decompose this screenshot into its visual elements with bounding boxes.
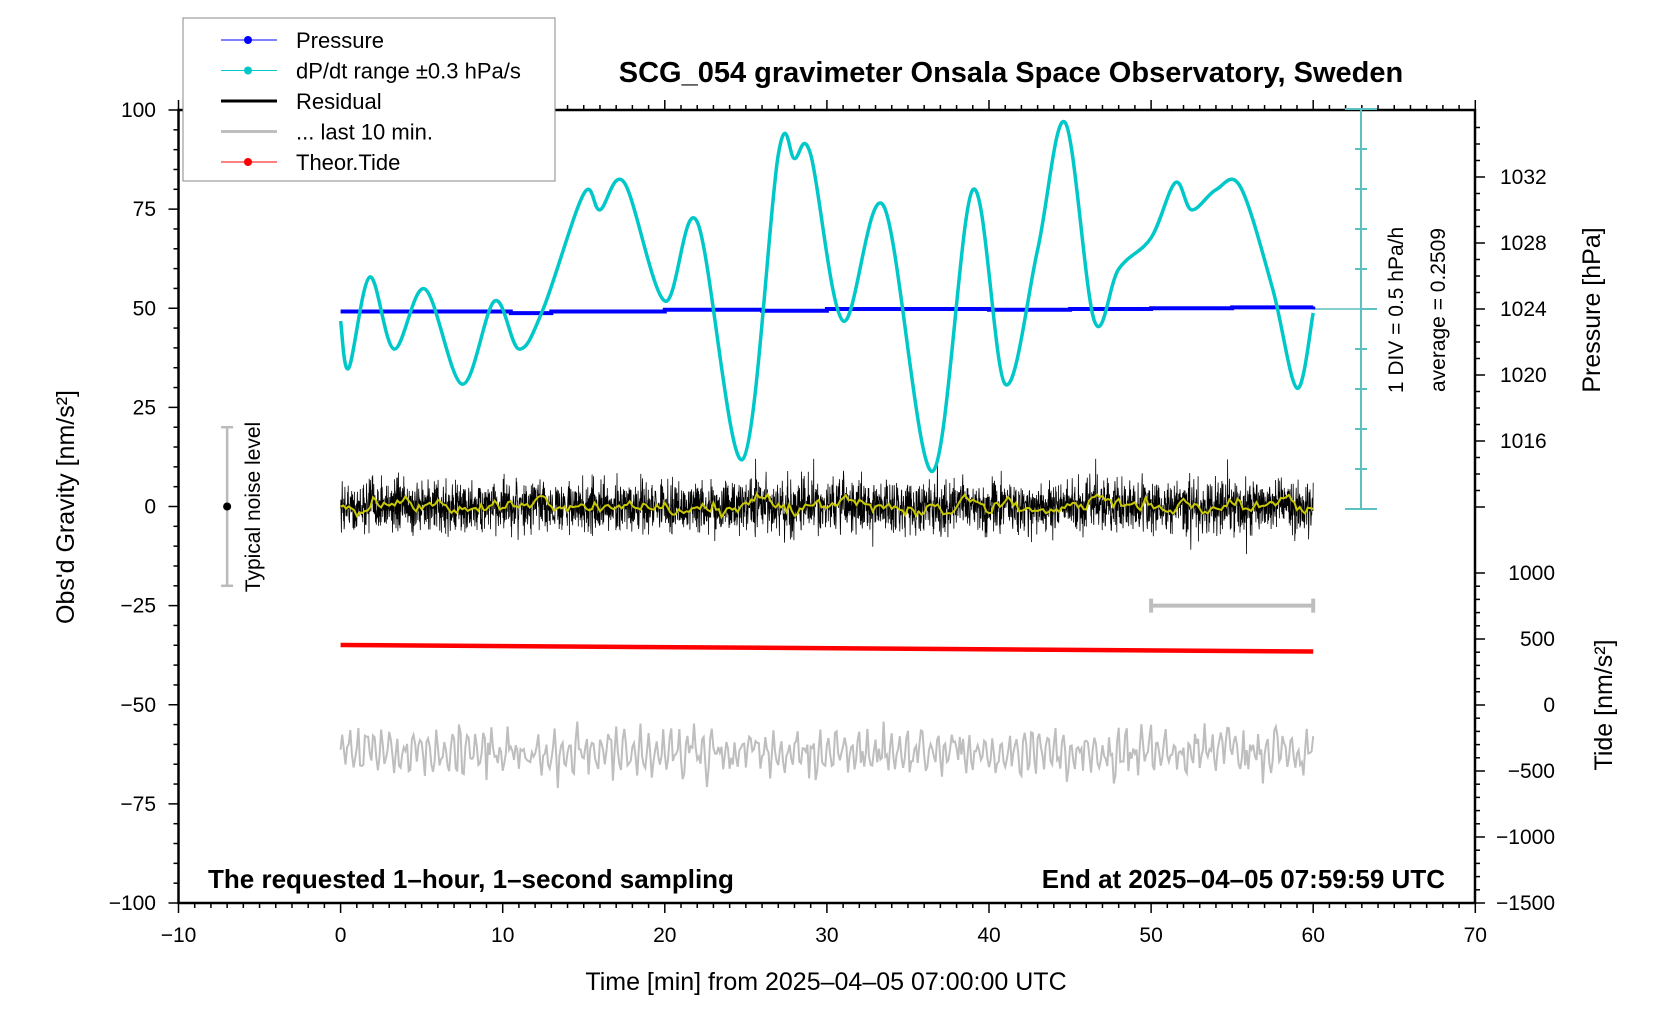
y-tick-label: 50 xyxy=(133,297,156,320)
legend: Pressure dP/dt range ±0.3 hPa/s Residual..… xyxy=(182,17,556,182)
y-tick-label: 100 xyxy=(121,99,156,122)
y-tick-label: −25 xyxy=(120,595,156,618)
pressure-tick-label: 1020 xyxy=(1500,364,1547,387)
div-scale-label: 1 DIV = 0.5 hPa/h xyxy=(1385,227,1408,393)
x-axis-label: Time [min] from 2025–04–05 07:00:00 UTC xyxy=(585,968,1066,996)
pressure-tick-label: 1016 xyxy=(1500,430,1547,453)
x-tick-label: 20 xyxy=(653,924,676,947)
x-tick-label: 50 xyxy=(1139,924,1162,947)
tide-tick-label: 500 xyxy=(1520,628,1555,651)
pressure-tick-label: 1028 xyxy=(1500,232,1547,255)
legend-label: dP/dt range ±0.3 hPa/s xyxy=(296,59,521,84)
pressure-line xyxy=(340,305,1316,316)
tide-tick-label: −1000 xyxy=(1496,826,1555,849)
end-time-note: End at 2025–04–05 07:59:59 UTC xyxy=(1042,864,1445,894)
legend-item: Residual xyxy=(221,89,382,114)
tide-tick-label: −500 xyxy=(1508,760,1555,783)
axis-ticks: −10 0 10 20 30 40 50 60 701007550250−25−50−75−10… xyxy=(109,99,1555,947)
y-tick-label: −100 xyxy=(109,892,156,915)
tide-line xyxy=(340,642,1314,654)
legend-marker-dot xyxy=(244,158,252,166)
x-tick-label: 60 xyxy=(1302,924,1325,947)
legend-label: ... last 10 min. xyxy=(296,120,433,145)
last-10-min-line xyxy=(339,721,1315,788)
tide-axis-label: Tide [nm/s²] xyxy=(1590,639,1618,770)
legend-marker-dot xyxy=(244,36,252,44)
y-tick-label: 75 xyxy=(133,198,156,221)
tide-tick-label: 1000 xyxy=(1508,562,1555,585)
y-tick-label: 25 xyxy=(133,396,156,419)
legend-marker-dot xyxy=(244,66,252,75)
y-tick-label: 0 xyxy=(144,496,156,519)
tide-tick-label: 0 xyxy=(1543,694,1555,717)
pressure-axis-label: Pressure [hPa] xyxy=(1578,227,1606,392)
legend-label: Theor.Tide xyxy=(296,150,400,175)
noise-level-dot xyxy=(223,502,232,511)
series-group xyxy=(221,108,1377,788)
pressure-tick-label: 1024 xyxy=(1500,298,1547,321)
x-tick-label: 40 xyxy=(977,924,1000,947)
legend-item: Theor.Tide xyxy=(221,150,400,175)
x-tick-label: 30 xyxy=(815,924,838,947)
average-label: average = 0.2509 xyxy=(1427,228,1450,392)
residual-smoothed-line xyxy=(340,492,1314,520)
x-tick-label: 70 xyxy=(1464,924,1487,947)
legend-item: ... last 10 min. xyxy=(221,120,433,145)
chart-title: SCG_054 gravimeter Onsala Space Observat… xyxy=(619,57,1403,89)
legend-item: dP/dt range ±0.3 hPa/s xyxy=(221,59,521,84)
sampling-note: The requested 1–hour, 1–second sampling xyxy=(208,864,734,894)
x-tick-label: 10 xyxy=(491,924,514,947)
dpdt-line xyxy=(338,119,1315,474)
residual-line xyxy=(340,458,1314,555)
pressure-tick-label: 1032 xyxy=(1500,166,1547,189)
legend-item: Pressure xyxy=(221,28,384,53)
legend-label: Pressure xyxy=(296,28,384,53)
y-tick-label: −75 xyxy=(120,793,156,816)
y-axis-label: Obs'd Gravity [nm/s²] xyxy=(52,390,80,624)
tide-tick-label: −1500 xyxy=(1496,892,1555,915)
x-tick-label: 0 xyxy=(335,924,347,947)
legend-label: Residual xyxy=(296,89,382,114)
y-tick-label: −50 xyxy=(120,694,156,717)
noise-level-label: Typical noise level xyxy=(242,422,265,592)
x-tick-label: −10 xyxy=(161,924,197,947)
